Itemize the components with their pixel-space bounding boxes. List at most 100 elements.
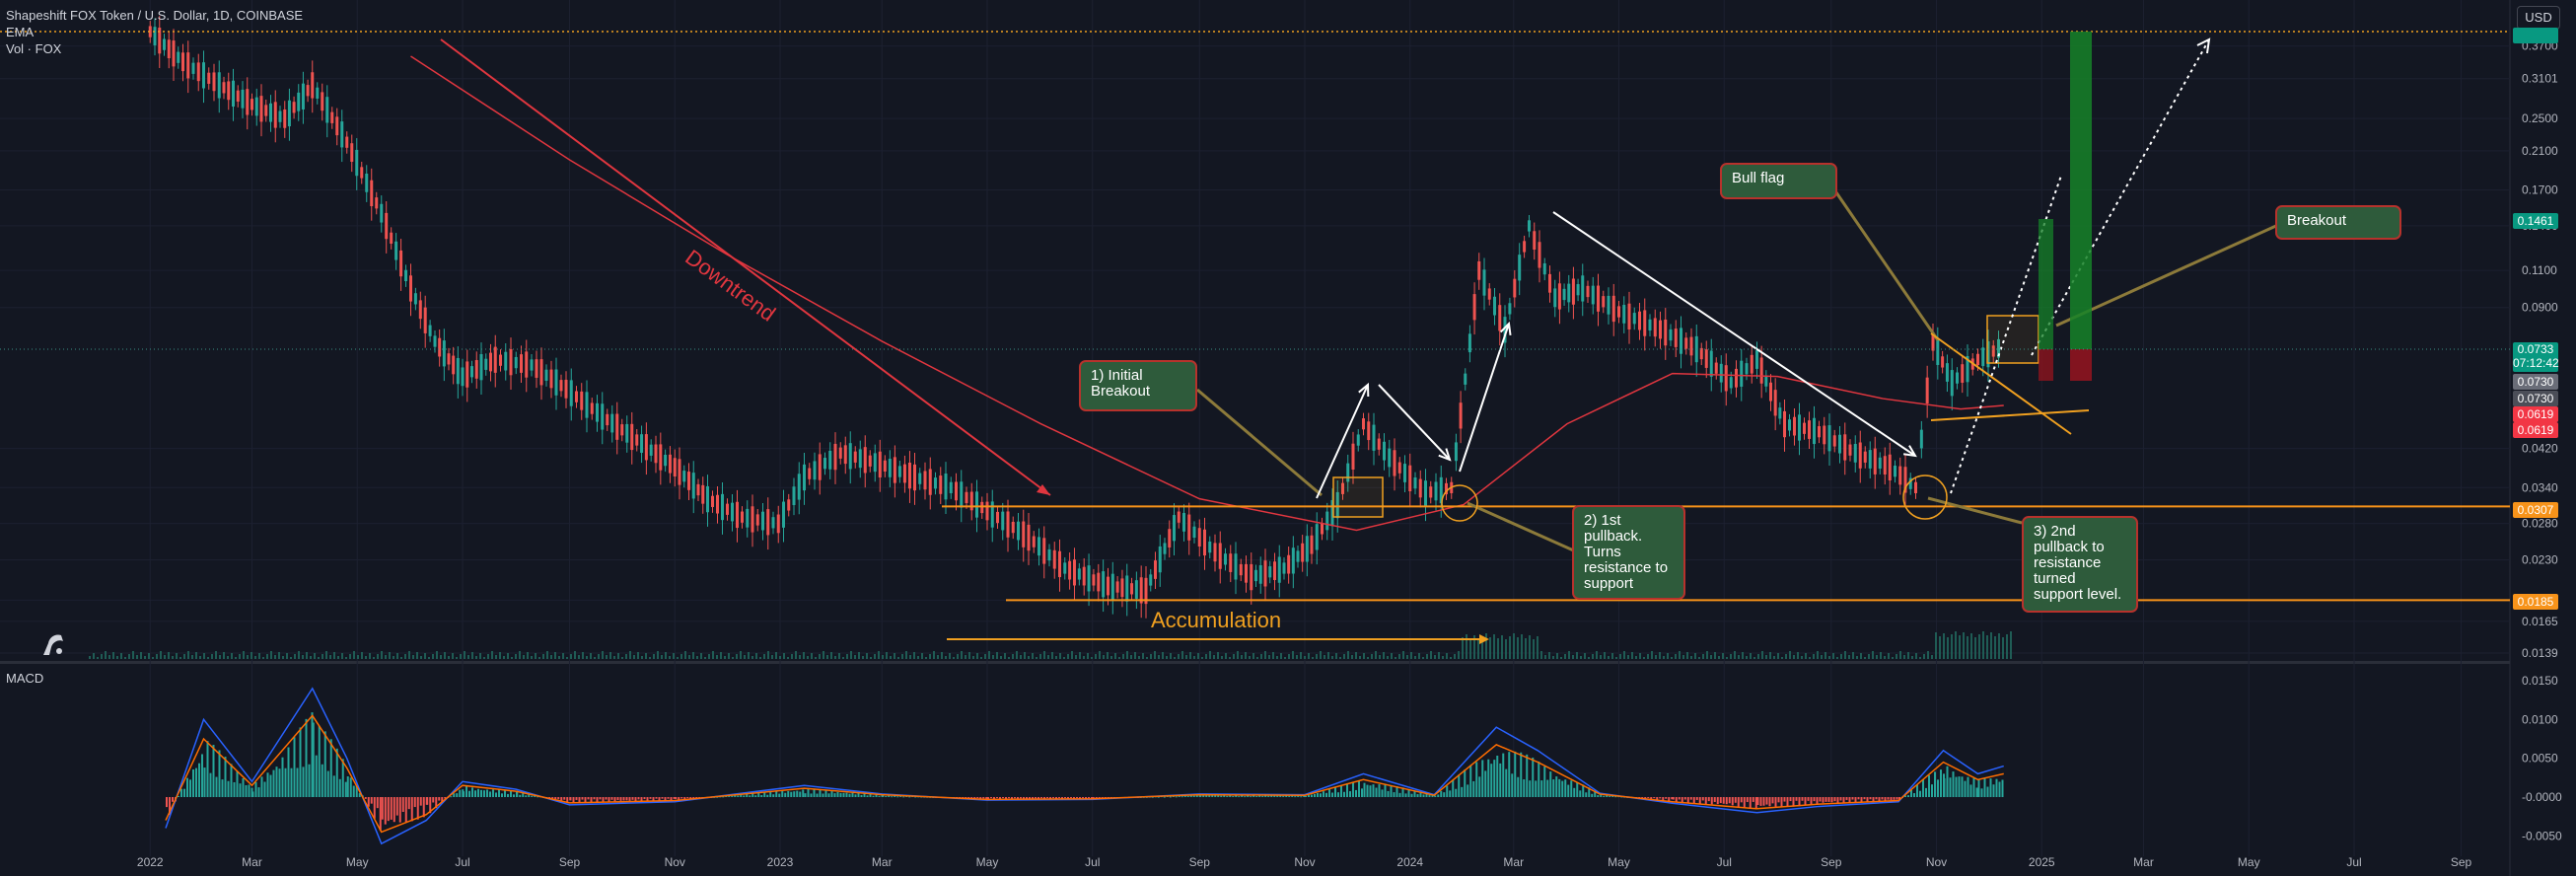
macd-bar	[1181, 796, 1183, 798]
volume-bars	[89, 631, 2012, 659]
volume-bar	[1189, 652, 1191, 659]
currency-button[interactable]: USD	[2517, 6, 2560, 30]
volume-bar	[890, 656, 892, 659]
volume-bar	[732, 657, 734, 659]
macd-bar	[1472, 780, 1475, 797]
candle-body	[499, 354, 502, 366]
macd-bar	[1232, 795, 1235, 797]
macd-bar	[802, 789, 805, 797]
macd-bar	[1606, 794, 1609, 797]
candle-body	[649, 444, 653, 456]
tradingview-logo-icon[interactable]	[39, 631, 69, 661]
macd-bar	[1195, 795, 1198, 797]
volume-bar	[152, 657, 154, 659]
macd-bar	[793, 791, 796, 797]
macd-bar	[1223, 794, 1226, 797]
macd-bar	[1328, 789, 1330, 797]
macd-bar	[602, 797, 605, 803]
macd-bar	[456, 793, 459, 797]
candle-body	[535, 359, 538, 378]
volume-bar	[101, 654, 103, 659]
candle-body	[1287, 554, 1291, 574]
volume-bar	[1004, 653, 1006, 659]
volume-bar	[968, 652, 970, 659]
candle-body	[868, 455, 872, 467]
macd-bar	[548, 797, 551, 798]
macd-bar	[315, 755, 318, 797]
candle-body	[1798, 414, 1801, 441]
candle-body	[1464, 373, 1467, 385]
macd-bar	[987, 797, 989, 800]
macd-bar	[1807, 797, 1810, 801]
volume-bar	[203, 653, 205, 659]
volume-bar	[1264, 651, 1266, 659]
macd-bar	[221, 779, 224, 797]
volume-bar	[1166, 656, 1168, 659]
volume-bar	[432, 654, 434, 659]
candle-body	[1950, 370, 1954, 397]
macd-bar	[885, 796, 888, 798]
volume-bar	[1568, 651, 1570, 659]
macd-bar	[2001, 779, 2004, 797]
volume-bar	[456, 657, 458, 659]
volume-bar	[617, 653, 619, 659]
macd-bar	[1355, 789, 1357, 797]
candle-body	[696, 483, 700, 496]
volume-bar	[767, 651, 769, 659]
note-bull-flag[interactable]: Bull flag	[1720, 163, 1837, 199]
macd-bar	[1349, 791, 1351, 797]
candle-body	[456, 357, 460, 385]
candle-body	[254, 97, 258, 116]
macd-bar	[1549, 771, 1552, 797]
volume-bar	[606, 655, 608, 659]
macd-bar	[239, 783, 242, 797]
candle-body	[1591, 285, 1595, 305]
macd-bar	[1977, 778, 1980, 797]
macd-bar	[616, 797, 619, 801]
volume-bar	[1923, 654, 1925, 659]
macd-bar	[1665, 797, 1668, 799]
volume-bar	[1899, 651, 1901, 659]
macd-legend[interactable]: MACD	[6, 671, 44, 686]
volume-bar	[1679, 651, 1681, 659]
volume-bar	[1012, 654, 1014, 659]
volume-bar	[1083, 656, 1085, 659]
note-breakout[interactable]: Breakout	[2275, 205, 2401, 240]
volume-bar	[1694, 653, 1696, 659]
volume-bar	[1312, 657, 1314, 659]
macd-bar	[1842, 797, 1845, 803]
macd-bar	[891, 796, 894, 798]
macd-bar	[854, 794, 857, 797]
candle-body	[1848, 444, 1852, 456]
volume-bar	[183, 654, 185, 659]
volume-bar	[870, 657, 872, 659]
candle-body	[1187, 514, 1191, 541]
macd-bar	[474, 790, 476, 797]
note-initial-breakout[interactable]: 1) Initial Breakout	[1079, 360, 1197, 411]
candle-body	[1664, 319, 1668, 346]
macd-bar	[1305, 795, 1307, 797]
volume-legend[interactable]: Vol · FOX	[6, 41, 62, 56]
ema-legend[interactable]: EMA	[6, 25, 35, 39]
macd-bar	[1252, 794, 1255, 797]
macd-bar	[227, 780, 230, 797]
candle-body	[1254, 569, 1257, 582]
macd-bar	[1211, 795, 1214, 797]
volume-bar	[1860, 653, 1862, 659]
note-first-pullback[interactable]: 2) 1st pullback. Turns resistance to sup…	[1572, 505, 1685, 600]
candle-body	[1562, 288, 1566, 301]
note-second-pullback[interactable]: 3) 2nd pullback to resistance turned sup…	[2022, 516, 2138, 613]
pane-separator[interactable]	[0, 661, 2510, 664]
volume-bar	[195, 652, 197, 659]
macd-bar	[1543, 766, 1546, 797]
volume-bar	[1406, 655, 1408, 659]
macd-bar	[1975, 787, 1978, 797]
macd-bar	[1363, 782, 1366, 797]
candle-body	[635, 434, 639, 446]
volume-bar	[1690, 656, 1692, 659]
candle-body	[181, 52, 184, 72]
volume-bar	[858, 652, 860, 659]
volume-bar	[1584, 653, 1586, 659]
volume-bar	[807, 656, 809, 659]
